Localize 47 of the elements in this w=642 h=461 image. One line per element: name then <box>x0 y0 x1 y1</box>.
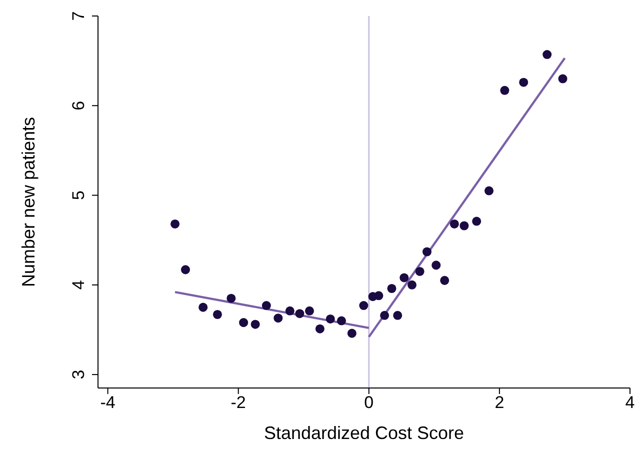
point <box>226 294 236 303</box>
point <box>336 316 346 326</box>
y-tick-label: 5 <box>69 190 88 200</box>
y-tick-label: 3 <box>69 370 88 380</box>
point <box>450 219 459 228</box>
point <box>422 247 432 256</box>
point <box>359 301 368 310</box>
point <box>400 273 409 282</box>
point <box>347 328 356 338</box>
y-tick-label: 6 <box>69 100 88 110</box>
point <box>239 318 248 328</box>
point <box>170 219 180 228</box>
x-tick-label: 2 <box>494 393 504 412</box>
x-tick-label: 4 <box>625 393 635 412</box>
point <box>393 310 402 320</box>
point <box>285 306 294 316</box>
point <box>180 265 190 274</box>
point <box>274 314 283 323</box>
x-tick-label: -4 <box>100 393 116 412</box>
point <box>484 186 494 196</box>
point <box>198 302 208 312</box>
point <box>432 260 441 270</box>
point <box>440 276 450 285</box>
point <box>295 309 304 318</box>
point <box>558 74 568 84</box>
point <box>262 301 271 310</box>
point <box>500 86 510 95</box>
point <box>380 310 390 320</box>
point <box>387 284 396 294</box>
y-tick-label: 7 <box>69 11 88 21</box>
point <box>250 320 260 329</box>
point <box>374 291 384 300</box>
point <box>212 310 222 319</box>
point <box>519 78 528 87</box>
point <box>304 306 314 316</box>
x-axis-title: Standardized Cost Score <box>264 423 464 443</box>
point <box>315 324 324 334</box>
y-axis-title: Number new patients <box>18 116 38 288</box>
y-tick-label: 4 <box>69 280 88 290</box>
x-tick-label: 0 <box>364 393 374 412</box>
point <box>542 50 552 60</box>
point <box>326 314 335 324</box>
point <box>407 280 416 290</box>
point <box>415 266 424 276</box>
point <box>472 216 482 226</box>
point <box>460 221 469 230</box>
x-tick-label: -2 <box>230 393 246 412</box>
